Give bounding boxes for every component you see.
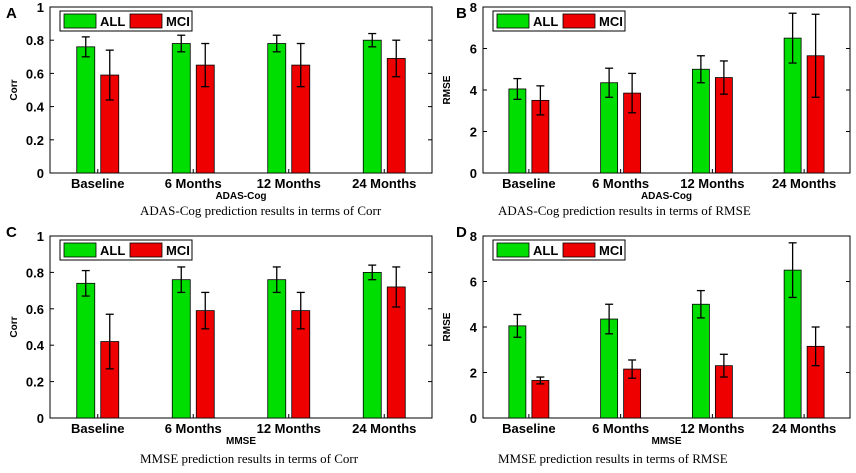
panel-caption: ADAS-Cog prediction results in terms of … <box>498 203 751 218</box>
bar-all <box>362 39 382 174</box>
y-tick-label: 6 <box>470 275 477 290</box>
legend-swatch-all <box>63 242 97 258</box>
legend-label-mci: MCI <box>166 243 190 258</box>
x-tick-label: 12 Months <box>680 421 744 436</box>
x-axis-label: ADAS-Cog <box>215 191 266 202</box>
bar-all <box>267 279 287 419</box>
chart-panel-b: B 0 2 4 6 8 RMSE Baseline 6 Months 12 Months 24 Mo… <box>442 0 851 202</box>
bar-all <box>76 282 96 419</box>
y-axis-label: RMSE <box>442 312 453 341</box>
y-tick-label: 2 <box>470 125 477 140</box>
y-axis-label: Corr <box>9 316 20 337</box>
chart-panel-d: D 0 2 4 6 8 RMSE Baseline 6 Months 12 Months 24 Mo… <box>442 224 851 447</box>
y-tick-label: 4 <box>470 320 478 335</box>
y-tick-label: 0.4 <box>26 338 45 353</box>
bar-all <box>76 46 96 174</box>
y-tick-label: 0.2 <box>26 133 44 148</box>
chart-panel-c: C 0 0.2 0.4 0.6 0.8 1 Corr Baseline 6 Months 12 Mo… <box>6 224 433 447</box>
y-tick-label: 0.6 <box>26 302 44 317</box>
y-tick-label: 0.8 <box>26 33 44 48</box>
legend-label-all: ALL <box>100 14 125 29</box>
bar-all <box>267 43 287 174</box>
legend-label-all: ALL <box>100 243 125 258</box>
x-axis-label: MMSE <box>226 436 256 447</box>
y-tick-label: 0 <box>37 166 44 181</box>
y-tick-label: 8 <box>470 0 477 15</box>
legend-label-mci: MCI <box>599 243 623 258</box>
x-tick-label: 6 Months <box>592 176 649 191</box>
panel-caption: MMSE prediction results in terms of RMSE <box>498 451 728 466</box>
x-tick-label: 24 Months <box>352 421 416 436</box>
legend-swatch-mci <box>562 242 596 258</box>
x-tick-label: 24 Months <box>352 176 416 191</box>
x-tick-label: Baseline <box>502 421 555 436</box>
y-tick-label: 0.4 <box>26 100 45 115</box>
panel-caption: ADAS-Cog prediction results in terms of … <box>140 203 382 218</box>
y-tick-label: 2 <box>470 366 477 381</box>
legend-swatch-all <box>63 13 97 29</box>
y-tick-label: 0.8 <box>26 265 44 280</box>
y-axis-label: Corr <box>9 79 20 100</box>
bar-all <box>691 303 710 419</box>
x-axis-label: MMSE <box>652 436 682 447</box>
panel-caption: MMSE prediction results in terms of Corr <box>140 451 359 466</box>
x-tick-label: Baseline <box>71 421 124 436</box>
y-tick-label: 0 <box>37 411 44 426</box>
x-tick-label: 24 Months <box>772 176 836 191</box>
bar-all <box>362 271 382 419</box>
legend-swatch-mci <box>129 13 163 29</box>
x-tick-label: Baseline <box>71 176 124 191</box>
y-tick-label: 8 <box>470 229 477 244</box>
x-tick-label: 6 Months <box>165 421 222 436</box>
x-tick-label: 6 Months <box>165 176 222 191</box>
bar-all <box>691 68 710 174</box>
legend-label-all: ALL <box>533 243 558 258</box>
y-tick-label: 0.2 <box>26 375 44 390</box>
bar-all <box>508 88 527 174</box>
y-axis-label: RMSE <box>442 75 453 104</box>
panel-letter: A <box>6 5 17 22</box>
y-tick-label: 1 <box>37 0 44 15</box>
legend-swatch-mci <box>562 13 596 29</box>
legend-swatch-all <box>496 242 530 258</box>
y-tick-label: 6 <box>470 42 477 57</box>
legend-label-all: ALL <box>533 14 558 29</box>
legend-label-mci: MCI <box>166 14 190 29</box>
y-tick-label: 0 <box>470 166 477 181</box>
legend-swatch-all <box>496 13 530 29</box>
bar-mci <box>531 380 550 419</box>
legend-label-mci: MCI <box>599 14 623 29</box>
y-tick-label: 0 <box>470 411 477 426</box>
plot-frame <box>49 235 433 419</box>
panel-letter: D <box>456 224 467 241</box>
y-tick-label: 0.6 <box>26 66 44 81</box>
x-tick-label: 12 Months <box>680 176 744 191</box>
bar-all <box>508 325 527 419</box>
chart-panel-a: A 0 0.2 0.4 0.6 0.8 1 Corr Baseline 6 Months 12 Mo… <box>6 0 433 202</box>
x-tick-label: 12 Months <box>257 421 321 436</box>
x-tick-label: Baseline <box>502 176 555 191</box>
x-axis-label: ADAS-Cog <box>641 191 692 202</box>
y-tick-label: 1 <box>37 229 44 244</box>
y-tick-label: 4 <box>470 83 478 98</box>
plot-frame <box>49 6 433 174</box>
panel-letter: B <box>456 5 467 22</box>
legend-swatch-mci <box>129 242 163 258</box>
bar-all <box>171 279 191 419</box>
panel-letter: C <box>6 224 17 241</box>
bar-all <box>171 43 191 174</box>
x-tick-label: 12 Months <box>257 176 321 191</box>
x-tick-label: 24 Months <box>772 421 836 436</box>
x-tick-label: 6 Months <box>592 421 649 436</box>
